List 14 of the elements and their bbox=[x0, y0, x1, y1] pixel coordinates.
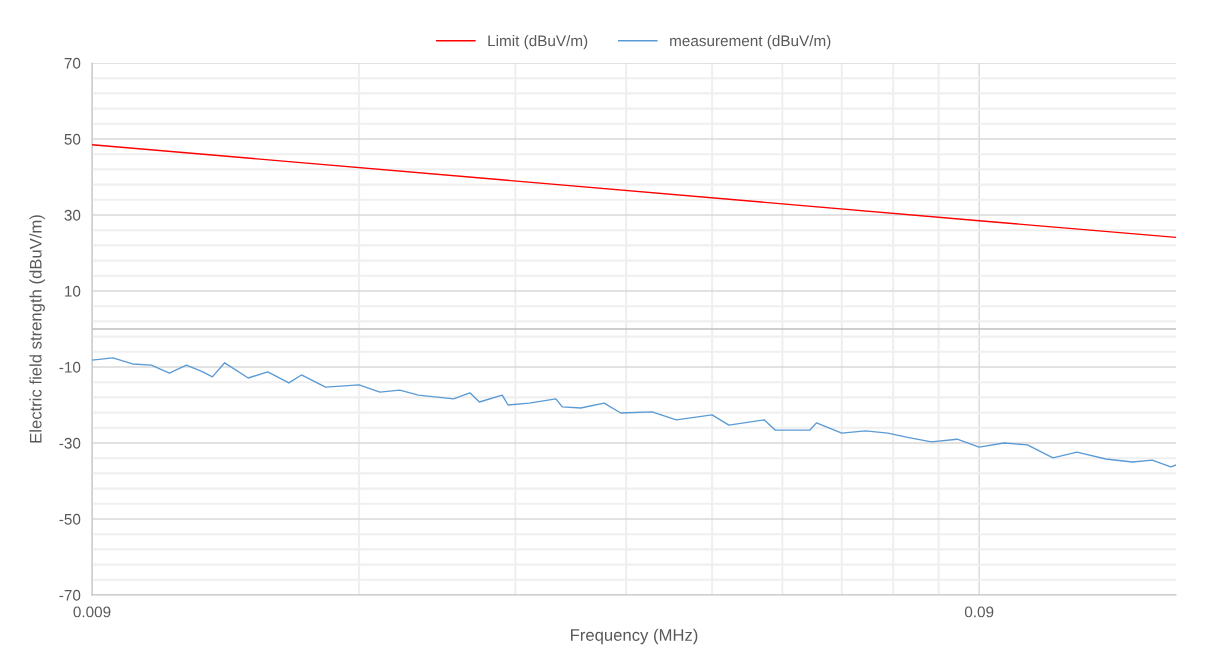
y-axis-title: Electric field strength (dBuV/m) bbox=[29, 215, 45, 443]
y-tick-label: -50 bbox=[59, 513, 81, 525]
y-tick-label: 70 bbox=[64, 57, 81, 69]
x-axis-title: Frequency (MHz) bbox=[571, 628, 698, 645]
y-tick-label: 30 bbox=[64, 209, 81, 221]
y-tick-label: 50 bbox=[64, 133, 81, 145]
y-tick-label: -10 bbox=[59, 361, 81, 373]
legend-label: Limit (dBuV/m) bbox=[488, 35, 588, 50]
legend-label: measurement (dBuV/m) bbox=[670, 35, 831, 50]
x-tick-label: 0.09 bbox=[964, 606, 994, 618]
y-tick-label: 10 bbox=[65, 285, 81, 297]
x-tick-label: 0.009 bbox=[73, 606, 111, 618]
y-tick-label: -30 bbox=[59, 437, 81, 449]
y-tick-label: -70 bbox=[59, 589, 81, 601]
